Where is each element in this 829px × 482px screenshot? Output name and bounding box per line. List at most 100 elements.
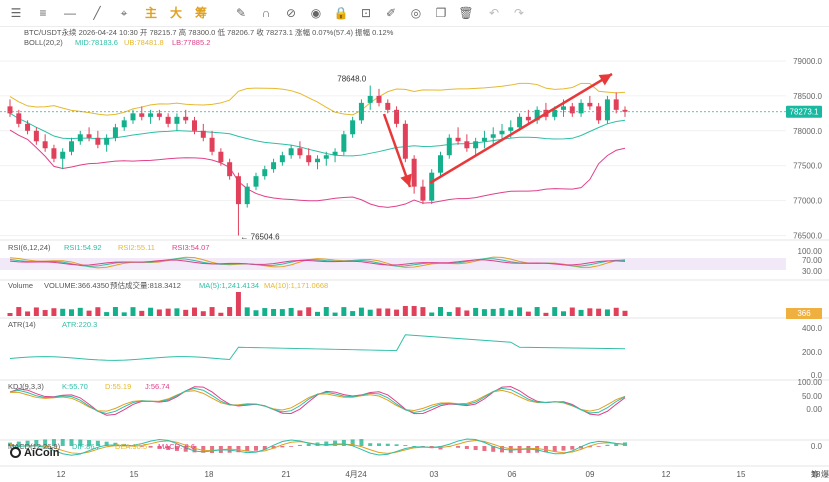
candle-body[interactable] — [376, 95, 382, 103]
candle-body[interactable] — [385, 102, 391, 110]
trend-line-icon[interactable]: ╱ — [93, 6, 101, 20]
candle-body[interactable] — [402, 123, 408, 159]
rsi-tick-label: 30.00 — [802, 267, 823, 276]
candle-body[interactable] — [253, 176, 259, 187]
candle-body[interactable] — [121, 120, 127, 128]
candle-body[interactable] — [455, 137, 461, 142]
candle-body[interactable] — [218, 151, 224, 163]
volume-bar — [86, 310, 92, 316]
volume-bar — [411, 306, 417, 316]
candle-body[interactable] — [16, 113, 22, 124]
indicator-tab-2[interactable]: 大 — [169, 6, 182, 20]
candle-body[interactable] — [596, 106, 602, 121]
menu-icon[interactable]: ☰ — [10, 6, 22, 20]
candle-body[interactable] — [552, 109, 558, 117]
macd-bar — [561, 446, 566, 451]
indicator-tab-1[interactable]: 主 — [144, 6, 157, 20]
candle-body[interactable] — [534, 109, 540, 121]
cursor-icon[interactable]: ⌖ — [120, 6, 128, 20]
candle-body[interactable] — [271, 162, 277, 170]
volume-bar — [42, 310, 48, 316]
candle-body[interactable] — [262, 169, 268, 177]
candle-body[interactable] — [148, 113, 154, 117]
candle-body[interactable] — [227, 162, 233, 177]
pen-icon[interactable]: ✎ — [235, 6, 247, 20]
candle-body[interactable] — [7, 106, 13, 114]
candle-body[interactable] — [279, 155, 285, 163]
candle-body[interactable] — [86, 134, 92, 138]
candle-body[interactable] — [499, 130, 505, 135]
candle-body[interactable] — [112, 127, 118, 138]
candle-body[interactable] — [156, 113, 162, 117]
candle-body[interactable] — [464, 141, 470, 149]
indicator-tab-3[interactable]: 筹 — [194, 6, 207, 20]
candle-body[interactable] — [297, 148, 303, 156]
candle-body[interactable] — [183, 116, 189, 121]
copy-icon[interactable]: ❐ — [435, 6, 447, 20]
candle-body[interactable] — [104, 137, 110, 145]
candle-body[interactable] — [341, 134, 347, 152]
candle-body[interactable] — [69, 141, 74, 152]
candle-body[interactable] — [51, 148, 57, 159]
volume-bar — [420, 307, 426, 316]
undo-icon[interactable]: ↶ — [488, 6, 500, 20]
candle-body[interactable] — [604, 99, 610, 121]
candle-body[interactable] — [569, 106, 575, 114]
candle-body[interactable] — [517, 116, 523, 128]
candle-body[interactable] — [192, 120, 197, 131]
trash-icon[interactable]: 🗑 — [458, 6, 474, 20]
candle-body[interactable] — [411, 158, 417, 187]
magnet-icon[interactable]: ∩ — [261, 6, 271, 20]
candle-body[interactable] — [613, 99, 619, 110]
candle-body[interactable] — [235, 176, 241, 205]
redo-icon[interactable]: ↷ — [513, 6, 525, 20]
candle-body[interactable] — [60, 151, 66, 159]
candle-body[interactable] — [508, 127, 514, 131]
candle-body[interactable] — [367, 95, 373, 103]
candle-body[interactable] — [165, 116, 171, 124]
boll-mid-value: MID:78183.6 — [75, 38, 118, 47]
candle-body[interactable] — [525, 116, 531, 121]
y-tick-label: 78000.0 — [793, 127, 822, 136]
eye-icon[interactable]: ◉ — [310, 6, 322, 20]
measure-icon[interactable]: ⊡ — [360, 6, 372, 20]
candle-body[interactable] — [315, 158, 320, 163]
candle-body[interactable] — [394, 109, 400, 124]
candle-body[interactable] — [490, 134, 496, 138]
candle-body[interactable] — [306, 155, 312, 163]
candle-body[interactable] — [77, 134, 83, 142]
kline-chart[interactable]: 76500.0 77000.0 77500.0 78000.0 78500.0 79000… — [0, 26, 829, 482]
candle-body[interactable] — [350, 120, 356, 135]
candle-body[interactable] — [561, 106, 566, 110]
candle-body[interactable] — [209, 137, 215, 152]
candle-body[interactable] — [622, 109, 628, 112]
candle-body[interactable] — [130, 113, 136, 121]
timeframe-icon[interactable]: ≡ — [39, 6, 47, 20]
candle-body[interactable] — [33, 130, 39, 142]
candle-body[interactable] — [42, 141, 48, 149]
candle-body[interactable] — [587, 102, 593, 107]
candle-body[interactable] — [473, 141, 479, 149]
candle-body[interactable] — [578, 102, 584, 114]
candle-body[interactable] — [25, 123, 31, 131]
macd-bar — [78, 439, 83, 446]
candle-body[interactable] — [332, 151, 338, 156]
candle-body[interactable] — [139, 113, 145, 117]
candle-body[interactable] — [174, 116, 180, 124]
brush-icon[interactable]: ✐ — [385, 6, 397, 20]
candle-body[interactable] — [288, 148, 294, 156]
candle-body[interactable] — [244, 186, 250, 205]
candle-body[interactable] — [420, 186, 426, 201]
candle-body[interactable] — [200, 130, 206, 138]
horizontal-line-icon[interactable]: — — [64, 6, 76, 20]
layers-icon[interactable]: ◎ — [410, 6, 422, 20]
link-icon[interactable]: ⊘ — [285, 6, 297, 20]
macd-bar — [174, 446, 179, 451]
candle-body[interactable] — [95, 137, 101, 145]
lock-icon[interactable]: 🔒 — [333, 6, 349, 20]
candle-body[interactable] — [429, 172, 435, 201]
candle-body[interactable] — [438, 155, 443, 173]
candle-body[interactable] — [323, 155, 329, 159]
candle-body[interactable] — [481, 137, 487, 142]
candle-body[interactable] — [446, 137, 452, 156]
